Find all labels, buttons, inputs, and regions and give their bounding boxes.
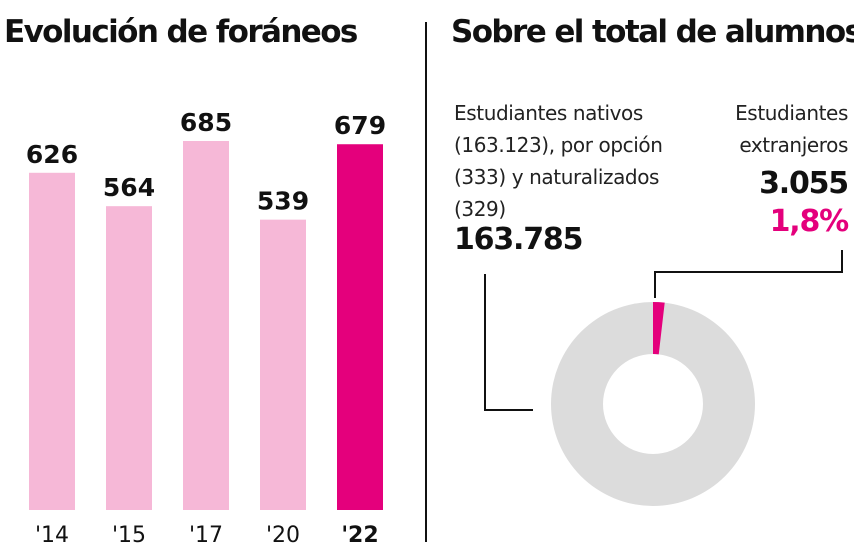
x-tick-label-0: '14 (35, 523, 69, 548)
x-tick-label-3: '20 (266, 523, 300, 548)
bar-value-label-2: 685 (180, 108, 232, 137)
bar-3 (260, 219, 306, 510)
foreign-students-label: Estudiantes extranjeros (735, 101, 848, 157)
bar-chart: 626 '14 564 '15 685 '17 539 '20 679 '22 (26, 108, 386, 548)
bar-value-label-0: 626 (26, 140, 78, 169)
bar-chart-title: Evolución de foráneos (4, 14, 358, 50)
foreign-students-total: 3.055 (759, 166, 849, 201)
native-leader-line (484, 274, 533, 411)
donut-slice-foreign (653, 302, 665, 355)
native-students-total: 163.785 (454, 222, 583, 257)
panel-divider (425, 22, 427, 542)
x-tick-label-4: '22 (341, 523, 378, 548)
foreign-students-percent: 1,8% (769, 204, 850, 239)
bar-value-label-1: 564 (103, 173, 155, 202)
donut-chart-title: Sobre el total de alumnos (451, 14, 854, 50)
native-students-label: Estudiantes nativos (163.123), por opció… (454, 101, 663, 221)
donut-slice-native (551, 302, 755, 506)
bar-1 (106, 206, 152, 510)
x-tick-label-2: '17 (189, 523, 223, 548)
foreign-leader-line (654, 250, 843, 298)
bar-value-label-4: 679 (334, 111, 386, 140)
bar-4 (337, 144, 383, 510)
x-tick-label-1: '15 (112, 523, 146, 548)
bar-value-label-3: 539 (257, 187, 309, 216)
bar-0 (29, 172, 75, 511)
bar-2 (183, 141, 229, 510)
